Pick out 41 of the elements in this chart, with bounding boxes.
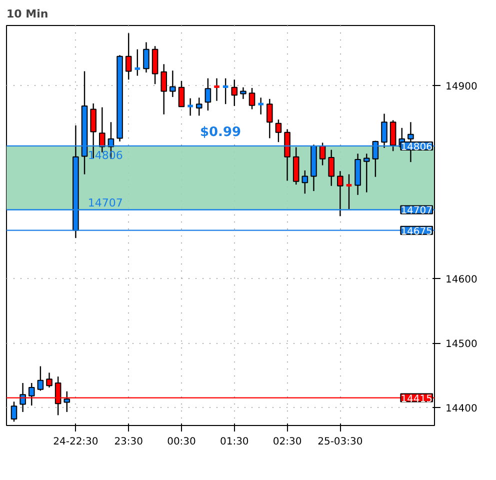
candlestick	[170, 70, 176, 98]
x-tick-label: 00:30	[167, 436, 196, 448]
candlestick	[160, 64, 168, 115]
candlestick	[345, 174, 353, 210]
candlestick	[125, 32, 132, 80]
candlestick	[46, 372, 52, 388]
candlestick	[266, 98, 273, 139]
candlestick	[381, 113, 388, 148]
candlestick	[390, 120, 396, 152]
candlestick	[64, 390, 70, 413]
candlestick	[337, 170, 344, 217]
x-tick-label: 01:30	[220, 436, 249, 448]
x-tick-label: 02:30	[272, 436, 302, 448]
chart-title: 10 Min	[6, 8, 48, 20]
y-tick-label: 14900	[446, 81, 478, 92]
candlestick	[222, 78, 230, 105]
candlestick	[231, 79, 238, 107]
candlestick	[10, 401, 18, 422]
candlestick	[372, 140, 379, 178]
candlestick	[204, 78, 212, 112]
candlestick	[240, 86, 246, 100]
candlestick	[28, 382, 35, 406]
candlestick	[134, 48, 142, 76]
y-tick-label: 14500	[446, 339, 478, 350]
candlestick	[196, 97, 202, 116]
candlestick	[248, 87, 256, 110]
annotation: 14707	[88, 196, 123, 210]
candlestick	[37, 366, 44, 392]
x-tick-label: 24-22:30	[53, 436, 98, 448]
band-label: $0.99	[200, 124, 242, 140]
x-tick-label: 23:30	[114, 436, 144, 448]
x-tick-label: 25-03:30	[318, 436, 363, 448]
y-tick-label: 14400	[446, 403, 478, 414]
candlestick	[178, 80, 185, 108]
candlestick	[275, 118, 282, 143]
candlestick	[328, 149, 334, 186]
candlestick	[363, 153, 370, 193]
candlestick	[319, 142, 326, 166]
y-tick-label: 14600	[446, 274, 478, 286]
candlestick	[143, 42, 150, 74]
candlestick	[302, 170, 308, 194]
